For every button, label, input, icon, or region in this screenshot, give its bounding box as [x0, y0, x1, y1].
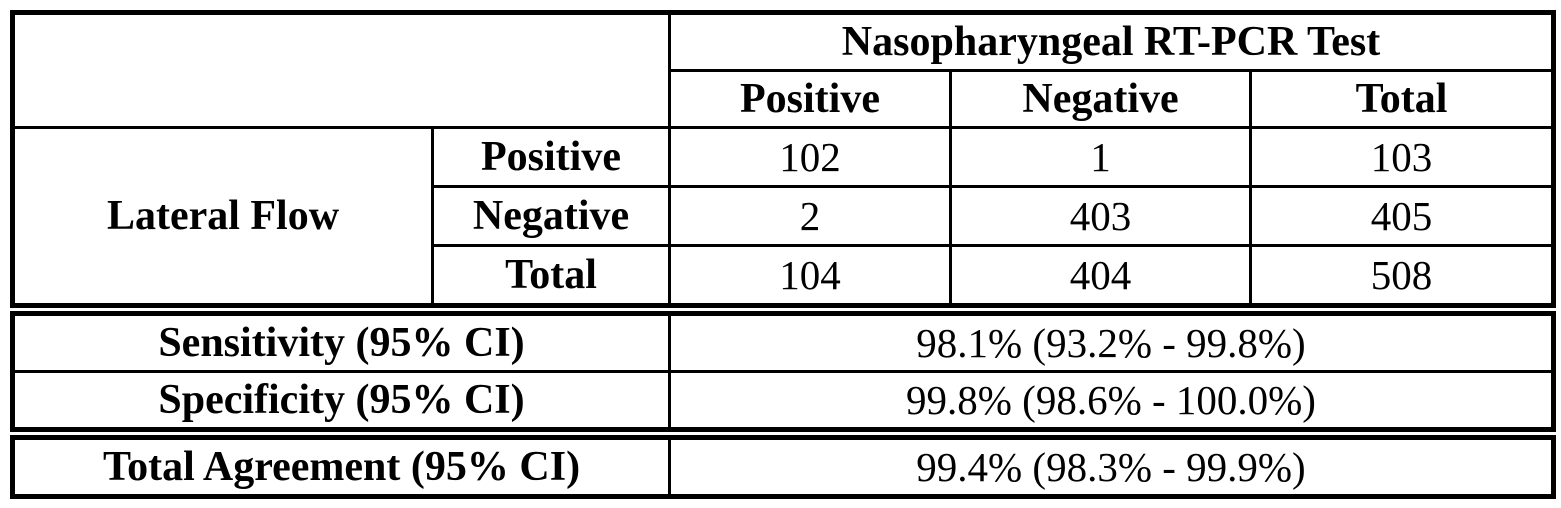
cell-negative-positive: 2	[668, 185, 952, 247]
stat-value-total-agreement: 99.4% (98.3% - 99.9%)	[668, 436, 1555, 498]
stat-label-total-agreement: Total Agreement (95% CI)	[11, 436, 671, 498]
row-group-label: Lateral Flow	[11, 126, 434, 307]
sensitivity-specificity-table: Sensitivity (95% CI) 98.1% (93.2% - 99.8…	[10, 311, 1556, 432]
col-header-total: Total	[1248, 69, 1556, 129]
table-row: Lateral Flow Positive 102 1 103	[11, 126, 1556, 307]
contingency-table: Nasopharyngeal RT-PCR Test Positive Nega…	[10, 10, 1557, 308]
header-group-title: Nasopharyngeal RT-PCR Test	[667, 11, 1556, 72]
stat-value-specificity: 99.8% (98.6% - 100.0%)	[668, 370, 1555, 431]
row-label-negative: Negative	[431, 185, 671, 247]
table-row: Total Agreement (95% CI) 99.4% (98.3% - …	[11, 436, 1555, 498]
cell-positive-total: 103	[1248, 126, 1556, 188]
corner-empty-cell	[11, 11, 671, 129]
cell-positive-negative: 1	[949, 126, 1252, 188]
col-header-negative: Negative	[949, 69, 1252, 129]
total-agreement-table: Total Agreement (95% CI) 99.4% (98.3% - …	[10, 435, 1556, 499]
row-label-total: Total	[431, 244, 671, 307]
cell-total-total: 508	[1248, 244, 1556, 307]
stat-label-specificity: Specificity (95% CI)	[11, 370, 671, 431]
cell-negative-negative: 403	[949, 185, 1252, 247]
table-row: Sensitivity (95% CI) 98.1% (93.2% - 99.8…	[11, 312, 1555, 373]
table-row: Total 104 404 508	[13, 244, 1556, 307]
col-header-positive: Positive	[668, 69, 952, 129]
table-row: Negative 2 403 405	[13, 185, 1556, 247]
cell-negative-total: 405	[1248, 185, 1556, 247]
stat-label-sensitivity: Sensitivity (95% CI)	[11, 312, 671, 373]
stat-value-sensitivity: 98.1% (93.2% - 99.8%)	[668, 312, 1555, 373]
cell-positive-positive: 102	[668, 126, 952, 188]
row-label-positive: Positive	[431, 126, 671, 188]
cell-total-negative: 404	[949, 244, 1252, 307]
cell-total-positive: 104	[668, 244, 952, 307]
table-row: Specificity (95% CI) 99.8% (98.6% - 100.…	[11, 370, 1555, 431]
